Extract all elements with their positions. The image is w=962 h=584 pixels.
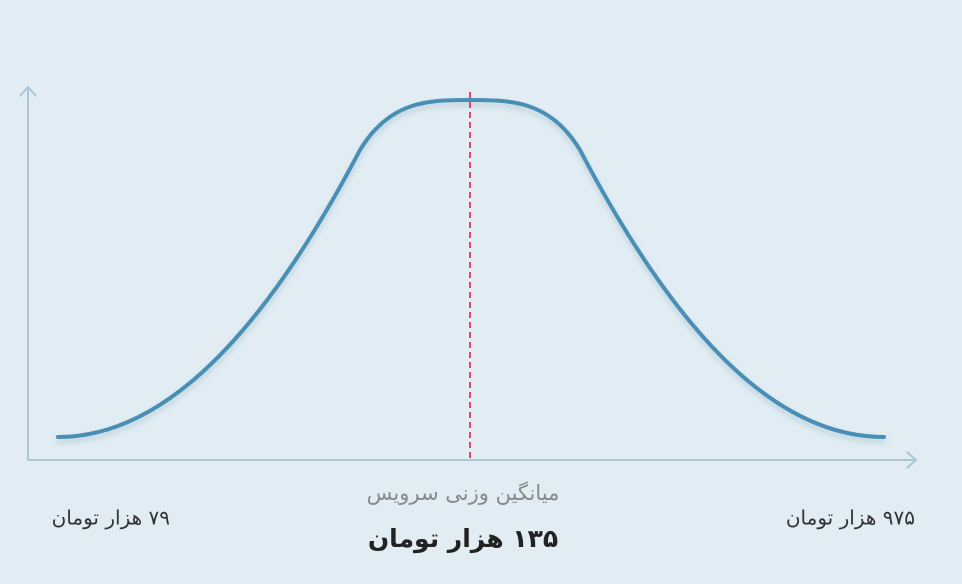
distribution-curve [56,97,886,439]
mean-caption: میانگین وزنی سرویس [367,481,560,505]
axes [19,85,918,469]
min-value: ۷۹ هزار تومان [52,506,170,530]
max-value: ۹۷۵ هزار تومان [786,506,915,530]
y-axis-arrow [19,85,37,97]
x-axis-arrow [906,451,918,469]
mean-value: ۱۳۵ هزار تومان [368,524,558,554]
